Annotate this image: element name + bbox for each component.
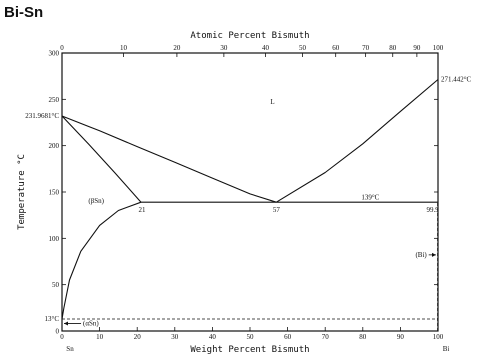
annotation-label: 99.9 <box>426 206 439 214</box>
x-tick-label: 20 <box>134 333 142 341</box>
plot-frame <box>61 52 439 332</box>
x2-tick-label: 100 <box>433 44 444 52</box>
annotation-label: L <box>270 98 274 106</box>
x2-axis-label: Atomic Percent Bismuth <box>190 31 309 41</box>
annotation-label: 13°C <box>45 315 60 323</box>
annotation-label: (αSn) <box>83 319 99 327</box>
x2-tick-label: 0 <box>60 44 64 52</box>
y-tick-label: 250 <box>49 96 60 104</box>
end-label-right: Bi <box>443 345 450 353</box>
y-tick-label: 300 <box>49 50 60 58</box>
x-tick-label: 100 <box>433 333 444 341</box>
annotation-label: 271.442°C <box>441 75 472 83</box>
x2-tick-label: 80 <box>389 44 397 52</box>
phase-boundary-1 <box>276 79 439 203</box>
x-tick-label: 80 <box>359 333 367 341</box>
phase-boundary-2 <box>61 115 142 203</box>
x-axis-label: Weight Percent Bismuth <box>190 345 309 355</box>
x-tick-label: 50 <box>247 333 255 341</box>
x-tick-label: 10 <box>96 333 104 341</box>
y-tick-label: 50 <box>52 281 60 289</box>
annotation-label: 139°C <box>361 193 379 201</box>
y-tick-label: 200 <box>49 142 60 150</box>
y-axis-label: Temperature °C <box>17 154 27 230</box>
figure-title: Bi-Sn <box>4 4 44 21</box>
x-tick-label: 40 <box>209 333 217 341</box>
end-label-left: Sn <box>66 345 74 353</box>
x-tick-label: 60 <box>284 333 292 341</box>
y-tick-label: 0 <box>56 328 60 336</box>
x-tick-label: 90 <box>397 333 405 341</box>
x2-tick-label: 90 <box>413 44 421 52</box>
x2-tick-label: 60 <box>332 44 340 52</box>
annotation-label: (Bi) <box>415 251 427 259</box>
x-tick-label: 0 <box>60 333 64 341</box>
x2-tick-label: 20 <box>173 44 181 52</box>
x2-tick-label: 70 <box>362 44 370 52</box>
annotation-label: (βSn) <box>88 197 104 205</box>
x2-tick-label: 50 <box>299 44 307 52</box>
x2-tick-label: 40 <box>262 44 270 52</box>
alpha-sn-arrow-head <box>64 321 68 326</box>
x2-tick-label: 10 <box>120 44 128 52</box>
x2-tick-label: 30 <box>220 44 228 52</box>
phase-boundary-0 <box>61 115 277 203</box>
x-tick-label: 70 <box>322 333 330 341</box>
annotation-label: 21 <box>138 206 146 214</box>
y-tick-label: 100 <box>49 235 60 243</box>
x-tick-label: 30 <box>171 333 179 341</box>
y-tick-label: 150 <box>49 189 60 197</box>
annotation-label: 231.9681°C <box>25 112 59 120</box>
annotation-label: 57 <box>273 206 281 214</box>
bi-arrow-head <box>432 252 436 257</box>
phase-boundary-3 <box>61 201 142 320</box>
